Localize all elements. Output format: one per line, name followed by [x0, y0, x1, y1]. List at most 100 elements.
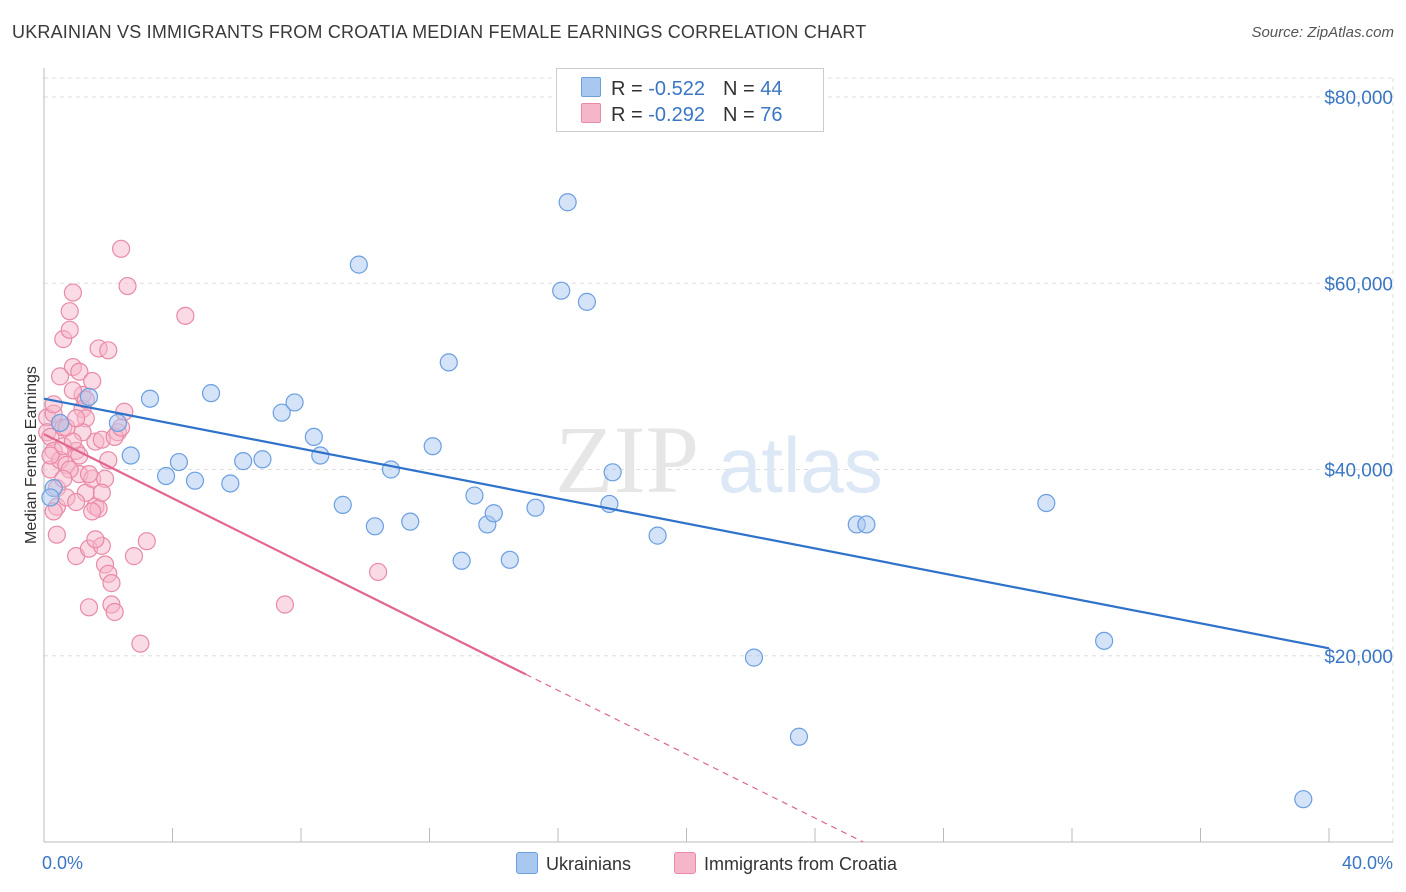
ukrainian-point	[41, 488, 60, 507]
y-tick-label: $40,000	[1324, 461, 1393, 482]
croatia-point	[67, 409, 86, 428]
legend-label-ukrainians: Ukrainians	[546, 854, 632, 874]
ukrainian-point	[234, 452, 253, 471]
legend-r-value: -0.522	[648, 78, 705, 100]
croatia-point	[70, 362, 89, 381]
ukrainian-point	[526, 498, 545, 517]
ukrainian-point	[1037, 493, 1056, 513]
ukrainian-point	[857, 515, 876, 534]
croatia-point	[369, 562, 388, 582]
legend-row-croatia: R = -0.292 N = 76	[581, 103, 783, 126]
y-tick-labels: $20,000 $40,000 $60,000 $80,000	[1324, 88, 1393, 668]
croatia-point	[275, 595, 295, 614]
croatia-point	[63, 381, 83, 400]
croatia-point	[86, 530, 105, 549]
ukrainian-point	[1095, 631, 1114, 650]
croatia-point	[83, 371, 102, 391]
croatia-point	[67, 492, 86, 512]
trend-line-croatia	[43, 433, 527, 676]
ukrainian-point	[221, 474, 240, 493]
ukrainian-point	[349, 255, 368, 274]
ukrainian-point	[121, 446, 140, 465]
x-tick-label-max: 40.0%	[1342, 853, 1393, 873]
ukrainian-point	[311, 446, 330, 465]
y-tick-label: $60,000	[1324, 274, 1393, 295]
legend-r-value: -0.292	[648, 104, 705, 126]
legend-swatch-blue	[516, 852, 538, 874]
ukrainian-point	[452, 551, 471, 570]
series-ukrainians-points	[41, 193, 1313, 809]
ukrainian-point	[333, 495, 352, 514]
ukrainian-point	[789, 727, 809, 746]
trend-lines	[43, 397, 1330, 843]
legend-item-croatia: Immigrants from Croatia	[674, 852, 897, 875]
croatia-point	[63, 283, 83, 302]
ukrainian-point	[304, 427, 323, 447]
croatia-point	[99, 341, 118, 360]
legend-row-ukrainians: R = -0.522 N = 44	[581, 77, 783, 100]
legend-label-croatia: Immigrants from Croatia	[704, 854, 898, 874]
ukrainian-point	[423, 437, 442, 456]
ukrainian-point	[1294, 790, 1313, 809]
ukrainian-point	[484, 504, 503, 523]
ukrainian-point	[603, 463, 622, 482]
x-tick-label-min: 0.0%	[42, 853, 83, 873]
croatia-point	[118, 276, 137, 296]
croatia-point	[111, 239, 131, 258]
ukrainian-point	[156, 466, 176, 486]
legend-swatch-pink	[674, 852, 696, 874]
ukrainian-point	[401, 512, 420, 531]
ukrainian-point	[272, 403, 291, 422]
legend-item-ukrainians: Ukrainians	[516, 852, 631, 875]
ukrainian-point	[285, 393, 304, 412]
ukrainian-point	[465, 486, 484, 505]
legend-swatch-pink	[581, 103, 601, 123]
croatia-point	[50, 367, 70, 386]
croatia-point	[60, 302, 79, 321]
ukrainian-point	[558, 193, 577, 212]
ukrainian-point	[365, 517, 384, 536]
y-tick-label: $20,000	[1324, 647, 1393, 668]
croatia-point	[79, 598, 99, 617]
y-axis-title: Median Female Earnings	[23, 366, 40, 544]
legend-swatch-blue	[581, 77, 601, 97]
croatia-point	[124, 547, 144, 566]
croatia-point	[92, 483, 111, 502]
chart-title: UKRAINIAN VS IMMIGRANTS FROM CROATIA MED…	[12, 22, 867, 42]
croatia-point	[102, 574, 121, 593]
watermark: ZIP atlas	[555, 406, 883, 513]
croatia-point	[131, 634, 150, 653]
croatia-point	[105, 602, 124, 622]
croatia-point	[47, 525, 66, 544]
ukrainian-point	[744, 648, 764, 667]
watermark-zip: ZIP	[555, 406, 699, 513]
trend-line-ukrainians	[43, 397, 1330, 650]
ukrainian-point	[201, 384, 221, 403]
series-croatia-points	[38, 239, 388, 653]
y-tick-label: $80,000	[1324, 88, 1393, 109]
ukrainian-point	[140, 389, 160, 408]
ukrainian-point	[79, 387, 99, 406]
trend-line-croatia-extension	[525, 673, 864, 843]
ukrainian-point	[253, 450, 272, 469]
legend-n-value: 44	[760, 78, 783, 100]
croatia-point	[79, 465, 99, 484]
croatia-point	[60, 320, 79, 339]
ukrainian-point	[108, 413, 127, 433]
ukrainian-point	[381, 460, 401, 479]
croatia-point	[176, 306, 195, 325]
croatia-point	[137, 532, 156, 551]
croatia-point	[41, 446, 60, 465]
croatia-point	[83, 502, 102, 521]
ukrainian-point	[50, 413, 70, 433]
ukrainian-point	[577, 292, 597, 311]
legend-n-value: 76	[760, 104, 783, 126]
watermark-atlas: atlas	[718, 421, 883, 509]
source-label: Source: ZipAtlas.com	[1251, 24, 1394, 41]
ukrainian-point	[500, 550, 519, 569]
ukrainian-point	[439, 353, 458, 372]
ukrainian-point	[169, 452, 189, 472]
ukrainian-point	[185, 471, 205, 490]
ukrainian-point	[648, 526, 667, 545]
